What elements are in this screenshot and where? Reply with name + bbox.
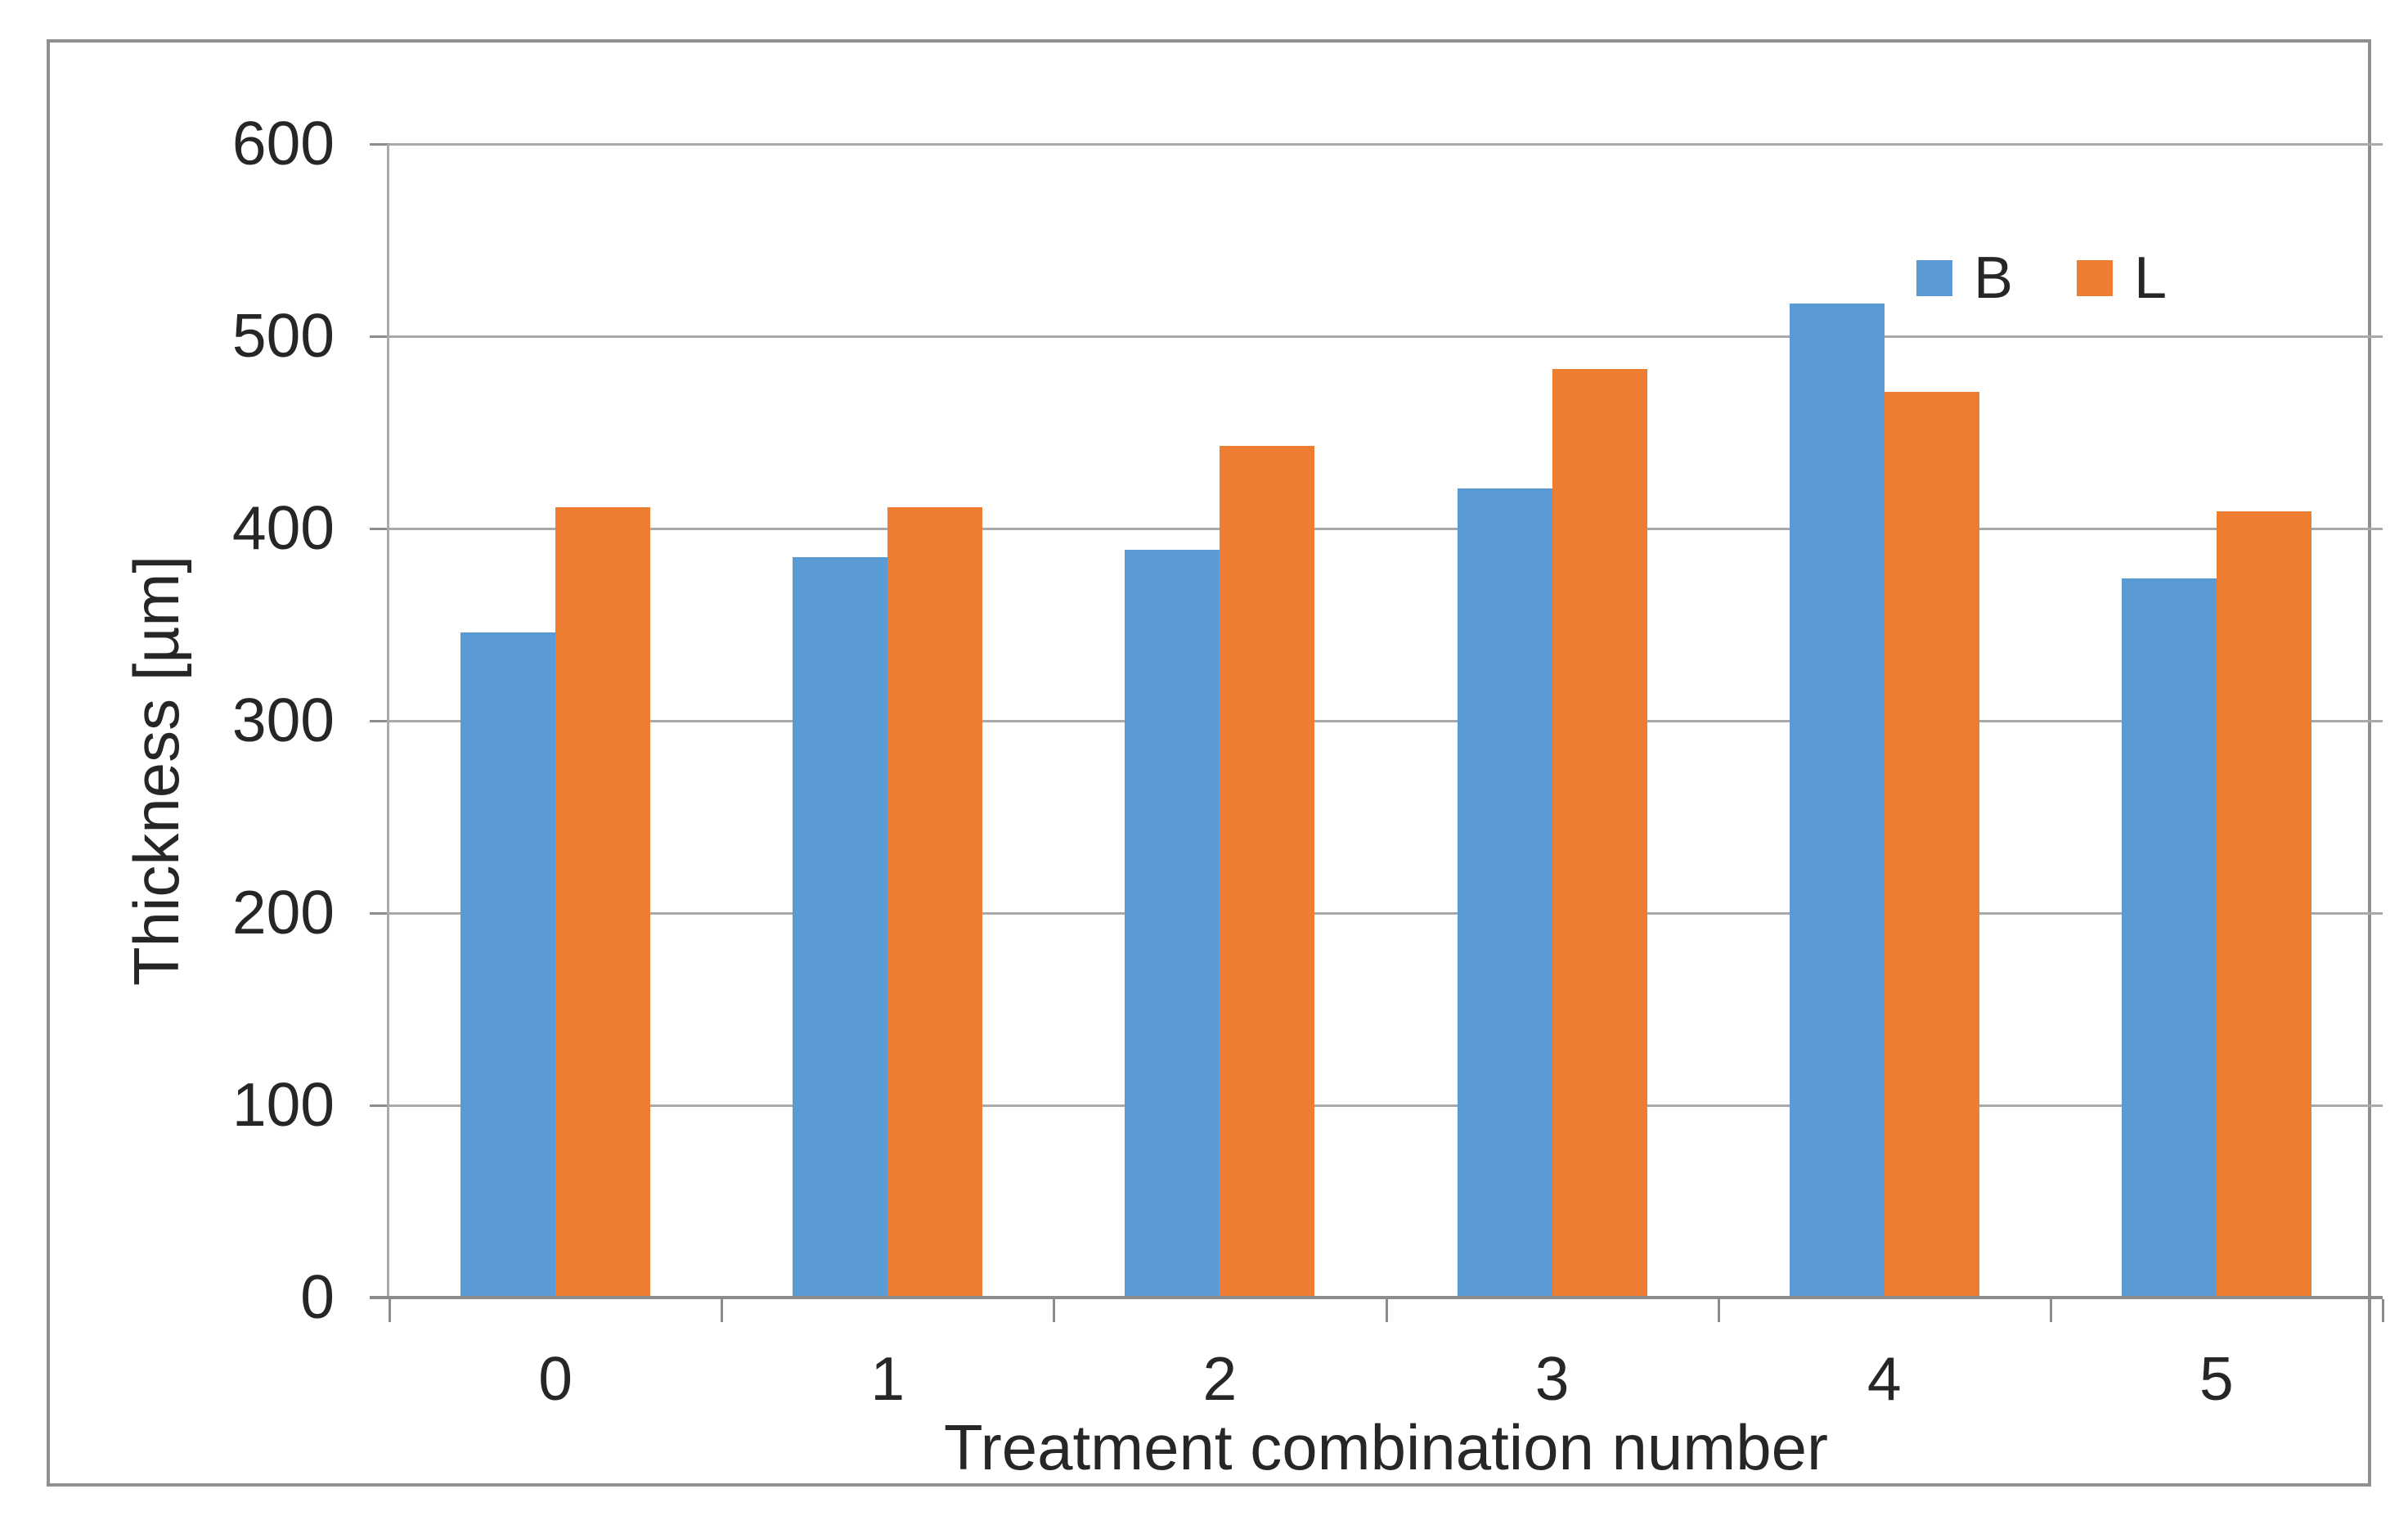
legend-item-l: L — [2077, 245, 2168, 311]
x-category-label-1: 1 — [870, 1344, 905, 1413]
y-tick-200 — [370, 912, 389, 915]
gridline-600 — [389, 143, 2383, 146]
bar-L-1 — [887, 507, 982, 1298]
bar-L-0 — [555, 507, 650, 1298]
y-tick-label-500: 500 — [231, 301, 335, 370]
bar-B-1 — [793, 557, 887, 1298]
x-tick-2 — [1053, 1299, 1055, 1322]
x-category-label-5: 5 — [2199, 1344, 2234, 1413]
bar-B-2 — [1125, 550, 1220, 1298]
plot-area — [370, 143, 2384, 1322]
y-tick-label-600: 600 — [231, 109, 335, 178]
y-axis-title: Thickness [µm] — [120, 555, 192, 987]
y-axis-line — [387, 144, 389, 1298]
bar-L-2 — [1220, 446, 1314, 1298]
x-axis-line — [370, 1296, 2383, 1299]
y-tick-300 — [370, 720, 389, 722]
legend-label-l: L — [2134, 245, 2168, 311]
bar-B-0 — [460, 632, 555, 1298]
bar-B-4 — [1790, 304, 1885, 1298]
y-tick-label-300: 300 — [231, 686, 335, 754]
x-axis-title: Treatment combination number — [944, 1411, 1828, 1483]
y-tick-label-100: 100 — [231, 1070, 335, 1139]
y-tick-400 — [370, 528, 389, 530]
chart-frame: 0 100 200 300 400 500 600 0 1 2 3 4 5 Thickness [µm… — [47, 39, 2384, 1487]
x-category-label-4: 4 — [1867, 1344, 1902, 1413]
bar-L-5 — [2217, 511, 2311, 1298]
x-tick-0 — [389, 1299, 391, 1322]
bar-B-3 — [1458, 488, 1552, 1298]
legend-label-b: B — [1974, 245, 2014, 311]
bar-B-5 — [2122, 578, 2217, 1298]
y-tick-label-0: 0 — [300, 1262, 335, 1331]
x-tick-1 — [721, 1299, 723, 1322]
legend-item-b: B — [1916, 245, 2014, 311]
y-tick-100 — [370, 1104, 389, 1107]
legend-swatch-b-icon — [1916, 260, 1952, 296]
x-category-label-3: 3 — [1534, 1344, 1570, 1413]
y-tick-500 — [370, 335, 389, 338]
gridline-500 — [389, 335, 2383, 338]
y-tick-label-400: 400 — [231, 493, 335, 562]
gridline-300 — [389, 720, 2383, 722]
x-category-label-0: 0 — [538, 1344, 573, 1413]
x-category-label-2: 2 — [1202, 1344, 1238, 1413]
x-tick-4 — [1718, 1299, 1720, 1322]
bar-L-3 — [1552, 369, 1647, 1298]
bar-L-4 — [1885, 392, 1979, 1298]
x-tick-6 — [2382, 1299, 2384, 1322]
gridline-100 — [389, 1104, 2383, 1107]
legend-swatch-l-icon — [2077, 260, 2114, 296]
x-tick-5 — [2050, 1299, 2052, 1322]
x-tick-3 — [1386, 1299, 1388, 1322]
legend: B L — [1916, 245, 2168, 311]
y-tick-600 — [370, 143, 389, 146]
y-tick-label-200: 200 — [231, 878, 335, 947]
gridline-400 — [389, 528, 2383, 530]
gridline-200 — [389, 912, 2383, 915]
